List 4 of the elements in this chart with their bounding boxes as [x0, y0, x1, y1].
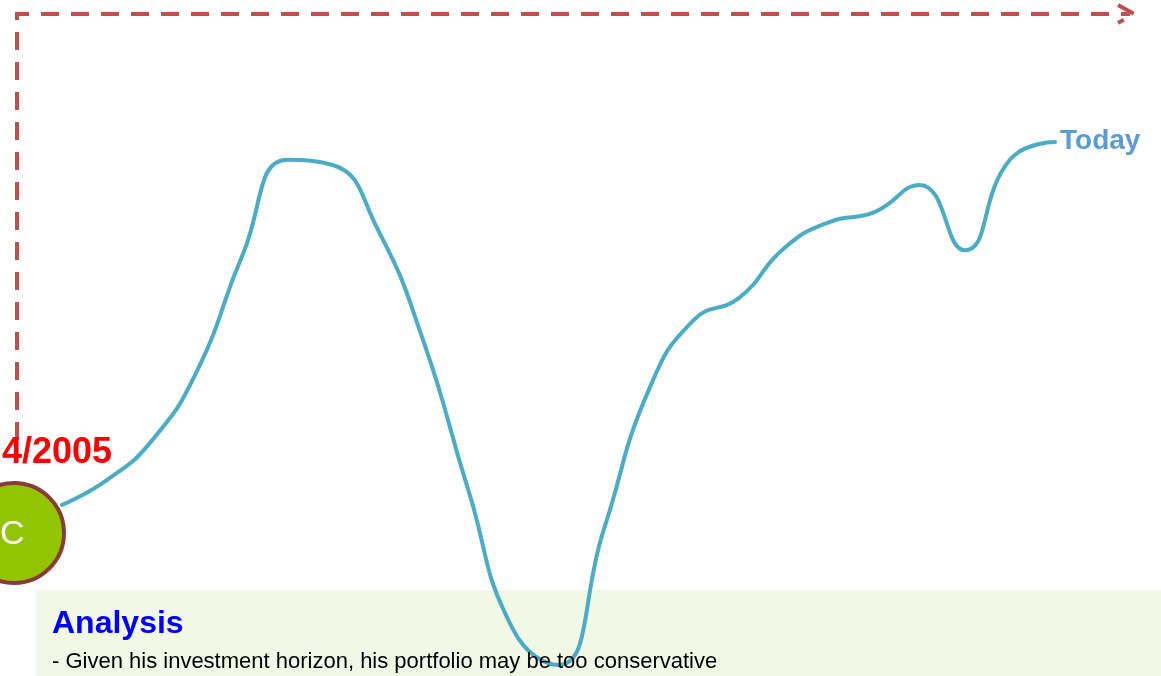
- annotation: Analysis: [52, 604, 184, 641]
- text: C: [0, 513, 25, 552]
- annotation: Today: [1060, 124, 1141, 156]
- annotation: 4/2005: [2, 430, 113, 472]
